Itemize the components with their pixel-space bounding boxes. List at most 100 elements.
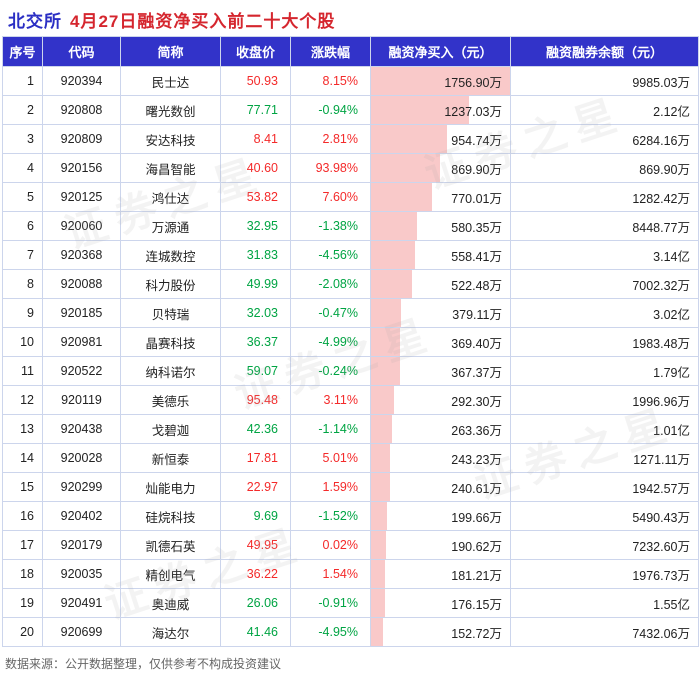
- balance-cell: 9985.03万: [510, 66, 699, 96]
- seq-cell: 18: [2, 559, 43, 589]
- price-cell: 17.81: [220, 443, 291, 473]
- source-note: 数据来源：公开数据整理，仅供参考不构成投资建议: [5, 657, 282, 671]
- price-cell: 32.95: [220, 211, 291, 241]
- page-title: 北交所 4月27日融资净买入前二十大个股: [8, 7, 335, 32]
- netbuy-cell: 190.62万: [370, 530, 511, 560]
- change-cell: -0.47%: [290, 298, 371, 328]
- balance-cell: 8448.77万: [510, 211, 699, 241]
- table-row: 13 920438 戈碧迦 42.36 -1.14% 263.36万 1.01亿: [2, 414, 699, 444]
- netbuy-cell: 369.40万: [370, 327, 511, 357]
- balance-cell: 1996.96万: [510, 385, 699, 415]
- netbuy-cell: 367.37万: [370, 356, 511, 386]
- table-row: 19 920491 奥迪威 26.06 -0.91% 176.15万 1.55亿: [2, 588, 699, 618]
- table-row: 11 920522 纳科诺尔 59.07 -0.24% 367.37万 1.79亿: [2, 356, 699, 386]
- netbuy-bar: [371, 125, 447, 153]
- netbuy-bar: [371, 328, 401, 356]
- code-cell: 920125: [42, 182, 121, 212]
- name-cell: 灿能电力: [120, 472, 221, 502]
- seq-cell: 12: [2, 385, 43, 415]
- seq-cell: 5: [2, 182, 43, 212]
- name-cell: 连城数控: [120, 240, 221, 270]
- price-cell: 40.60: [220, 153, 291, 183]
- balance-cell: 1.55亿: [510, 588, 699, 618]
- netbuy-cell: 869.90万: [370, 153, 511, 183]
- price-cell: 36.22: [220, 559, 291, 589]
- price-cell: 41.46: [220, 617, 291, 647]
- change-cell: -4.95%: [290, 617, 371, 647]
- code-cell: 920522: [42, 356, 121, 386]
- table-row: 10 920981 晶赛科技 36.37 -4.99% 369.40万 1983.48万: [2, 327, 699, 357]
- code-cell: 920981: [42, 327, 121, 357]
- seq-cell: 4: [2, 153, 43, 183]
- name-cell: 美德乐: [120, 385, 221, 415]
- table-row: 15 920299 灿能电力 22.97 1.59% 240.61万 1942.57万: [2, 472, 699, 502]
- table-row: 4 920156 海昌智能 40.60 93.98% 869.90万 869.90万: [2, 153, 699, 183]
- balance-cell: 7432.06万: [510, 617, 699, 647]
- seq-cell: 20: [2, 617, 43, 647]
- change-cell: 2.81%: [290, 124, 371, 154]
- change-cell: -0.91%: [290, 588, 371, 618]
- change-cell: -1.52%: [290, 501, 371, 531]
- netbuy-cell: 181.21万: [370, 559, 511, 589]
- balance-cell: 1976.73万: [510, 559, 699, 589]
- name-cell: 安达科技: [120, 124, 221, 154]
- price-cell: 77.71: [220, 95, 291, 125]
- code-cell: 920491: [42, 588, 121, 618]
- netbuy-value: 558.41万: [451, 249, 502, 264]
- netbuy-value: 367.37万: [451, 365, 502, 380]
- netbuy-bar: [371, 618, 384, 646]
- balance-cell: 1.79亿: [510, 356, 699, 386]
- price-cell: 22.97: [220, 472, 291, 502]
- netbuy-bar: [371, 502, 387, 530]
- code-cell: 920809: [42, 124, 121, 154]
- seq-cell: 6: [2, 211, 43, 241]
- change-cell: -2.08%: [290, 269, 371, 299]
- header-balance: 融资融券余额（元）: [510, 36, 699, 67]
- netbuy-bar: [371, 96, 469, 124]
- change-cell: -0.94%: [290, 95, 371, 125]
- change-cell: 1.59%: [290, 472, 371, 502]
- table-row: 20 920699 海达尔 41.46 -4.95% 152.72万 7432.06万: [2, 617, 699, 647]
- netbuy-cell: 152.72万: [370, 617, 511, 647]
- netbuy-value: 580.35万: [451, 220, 502, 235]
- name-cell: 科力股份: [120, 269, 221, 299]
- table-row: 5 920125 鸿仕达 53.82 7.60% 770.01万 1282.42万: [2, 182, 699, 212]
- netbuy-value: 176.15万: [451, 597, 502, 612]
- table-row: 1 920394 民士达 50.93 8.15% 1756.90万 9985.03万: [2, 66, 699, 96]
- balance-cell: 1282.42万: [510, 182, 699, 212]
- seq-cell: 17: [2, 530, 43, 560]
- netbuy-cell: 954.74万: [370, 124, 511, 154]
- stocks-table: 序号 代码 简称 收盘价 涨跌幅 融资净买入（元） 融资融券余额（元） 1 920…: [2, 36, 699, 647]
- table-header-row: 序号 代码 简称 收盘价 涨跌幅 融资净买入（元） 融资融券余额（元）: [2, 36, 699, 67]
- change-cell: -1.38%: [290, 211, 371, 241]
- name-cell: 精创电气: [120, 559, 221, 589]
- netbuy-cell: 176.15万: [370, 588, 511, 618]
- netbuy-bar: [371, 241, 416, 269]
- netbuy-cell: 292.30万: [370, 385, 511, 415]
- price-cell: 42.36: [220, 414, 291, 444]
- table-row: 18 920035 精创电气 36.22 1.54% 181.21万 1976.73万: [2, 559, 699, 589]
- netbuy-value: 190.62万: [451, 539, 502, 554]
- netbuy-value: 1756.90万: [444, 75, 502, 90]
- netbuy-bar: [371, 415, 392, 443]
- code-cell: 920394: [42, 66, 121, 96]
- seq-cell: 16: [2, 501, 43, 531]
- netbuy-value: 199.66万: [451, 510, 502, 525]
- seq-cell: 1: [2, 66, 43, 96]
- price-cell: 50.93: [220, 66, 291, 96]
- code-cell: 920699: [42, 617, 121, 647]
- price-cell: 49.99: [220, 269, 291, 299]
- netbuy-bar: [371, 473, 391, 501]
- table-row: 16 920402 硅烷科技 9.69 -1.52% 199.66万 5490.43万: [2, 501, 699, 531]
- price-cell: 53.82: [220, 182, 291, 212]
- code-cell: 920185: [42, 298, 121, 328]
- price-cell: 32.03: [220, 298, 291, 328]
- balance-cell: 1942.57万: [510, 472, 699, 502]
- code-cell: 920299: [42, 472, 121, 502]
- netbuy-value: 379.11万: [452, 307, 502, 322]
- name-cell: 曙光数创: [120, 95, 221, 125]
- seq-cell: 9: [2, 298, 43, 328]
- netbuy-value: 1237.03万: [444, 104, 502, 119]
- balance-cell: 6284.16万: [510, 124, 699, 154]
- price-cell: 95.48: [220, 385, 291, 415]
